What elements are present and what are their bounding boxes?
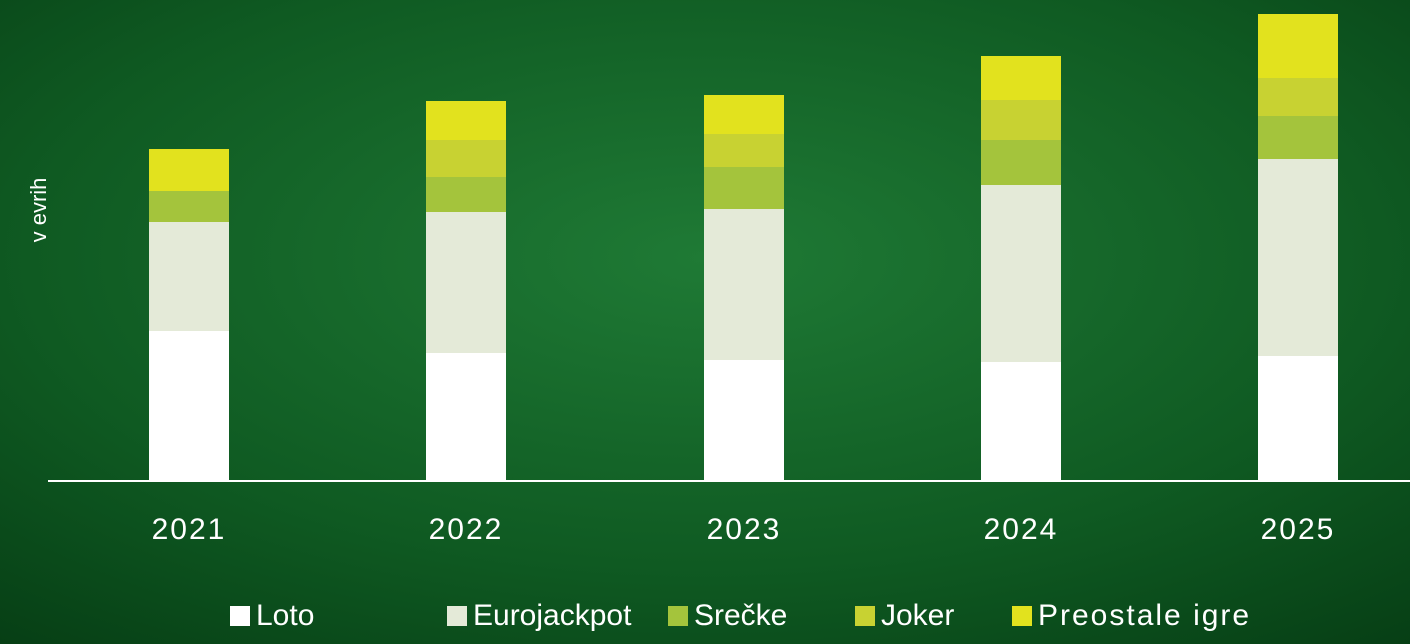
x-tick-label: 2025 bbox=[1261, 513, 1336, 546]
bar-segment bbox=[704, 95, 784, 134]
bar-segment bbox=[704, 209, 784, 360]
bar-segment bbox=[426, 140, 506, 177]
page: v evrih 2021 2022 2023 2024 2025 Loto Eurojack… bbox=[0, 0, 1410, 644]
legend-label: Eurojackpot bbox=[473, 599, 632, 632]
bar-segment bbox=[704, 134, 784, 167]
bar-segment bbox=[426, 101, 506, 140]
x-tick-label: 2022 bbox=[429, 513, 504, 546]
bar-segment bbox=[149, 222, 229, 331]
x-tick-label: 2021 bbox=[152, 513, 227, 546]
legend-swatch bbox=[668, 606, 688, 626]
x-tick-label: 2024 bbox=[984, 513, 1059, 546]
bar-segment bbox=[426, 177, 506, 212]
legend-label: Srečke bbox=[694, 599, 787, 632]
legend-swatch bbox=[447, 606, 467, 626]
legend-swatch bbox=[855, 606, 875, 626]
legend-swatch bbox=[1012, 606, 1032, 626]
bar-segment bbox=[704, 167, 784, 209]
bar-segment bbox=[1258, 356, 1338, 481]
bar-segment bbox=[1258, 116, 1338, 159]
x-tick-label: 2023 bbox=[707, 513, 782, 546]
bar-segment bbox=[149, 331, 229, 481]
chart: v evrih 2021 2022 2023 2024 2025 Loto Eurojack… bbox=[0, 0, 1410, 644]
legend-swatch bbox=[230, 606, 250, 626]
bar-segment bbox=[981, 56, 1061, 100]
legend-label: Joker bbox=[881, 599, 954, 632]
bar-segment bbox=[981, 100, 1061, 140]
bar-segment bbox=[1258, 78, 1338, 116]
bar-segment bbox=[704, 360, 784, 481]
legend-label: Loto bbox=[256, 599, 314, 632]
bar-segment bbox=[981, 185, 1061, 362]
bar-segment bbox=[149, 191, 229, 222]
bar-segment bbox=[981, 362, 1061, 481]
bar-segment bbox=[426, 212, 506, 353]
legend-label: Preostale igre bbox=[1038, 599, 1251, 632]
bar-segment bbox=[426, 353, 506, 481]
bar-segment bbox=[149, 149, 229, 191]
y-axis-label: v evrih bbox=[26, 178, 51, 243]
bar-segment bbox=[1258, 159, 1338, 356]
bar-segment bbox=[981, 140, 1061, 185]
bar-segment bbox=[1258, 14, 1338, 78]
